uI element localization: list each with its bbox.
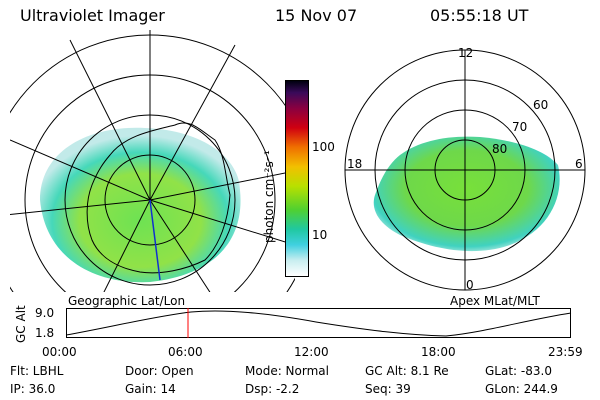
colorbar-unit-label: photon cm⁻²s⁻¹ — [262, 150, 276, 243]
mlt-label-0: 0 — [466, 278, 474, 292]
colorbar-tick-100: 100 — [312, 140, 335, 154]
date-label: 15 Nov 07 — [275, 6, 358, 25]
coastline-antarctica — [86, 122, 231, 274]
magnetic-polar-plot — [344, 49, 586, 291]
time-label: 05:55:18 UT — [430, 6, 529, 25]
info-filter: Flt: LBHL — [10, 364, 64, 378]
mlt-label-6: 6 — [575, 157, 583, 171]
time-tick-1200: 12:00 — [294, 345, 329, 359]
info-seq: Seq: 39 — [365, 382, 411, 396]
lat-label-70: 70 — [512, 120, 528, 134]
info-door: Door: Open — [125, 364, 194, 378]
altitude-ytick-low: 1.8 — [35, 326, 55, 340]
info-glon: GLon: 244.9 — [485, 382, 558, 396]
geographic-caption: Geographic Lat/Lon — [68, 294, 186, 308]
info-ip: IP: 36.0 — [10, 382, 56, 396]
time-tick-0600: 06:00 — [168, 345, 203, 359]
app-title: Ultraviolet Imager — [20, 6, 165, 25]
info-glat: GLat: -83.0 — [485, 364, 552, 378]
altitude-curve — [65, 310, 572, 337]
mlt-label-18: 18 — [347, 157, 363, 171]
colorbar-tick-10: 10 — [312, 228, 328, 242]
lat-label-60: 60 — [533, 98, 549, 112]
altitude-plot — [65, 308, 572, 338]
info-dsp: Dsp: -2.2 — [245, 382, 300, 396]
geographic-map — [10, 30, 295, 292]
colorbar — [285, 80, 309, 277]
info-gain: Gain: 14 — [125, 382, 176, 396]
meridian-line — [149, 199, 161, 281]
altitude-ylabel: GC Alt — [14, 305, 28, 343]
info-gc-alt: GC Alt: 8.1 Re — [365, 364, 449, 378]
mlt-label-12: 12 — [458, 46, 474, 60]
time-tick-2359: 23:59 — [548, 345, 583, 359]
magnetic-caption: Apex MLat/MLT — [450, 294, 540, 308]
time-tick-0000: 00:00 — [42, 345, 77, 359]
altitude-ytick-high: 9.0 — [35, 306, 55, 320]
aurora-emission-region-mag — [373, 136, 560, 252]
info-mode: Mode: Normal — [245, 364, 329, 378]
lat-label-80: 80 — [492, 142, 508, 156]
aurora-emission-region-geo — [40, 127, 241, 283]
time-tick-1800: 18:00 — [421, 345, 456, 359]
